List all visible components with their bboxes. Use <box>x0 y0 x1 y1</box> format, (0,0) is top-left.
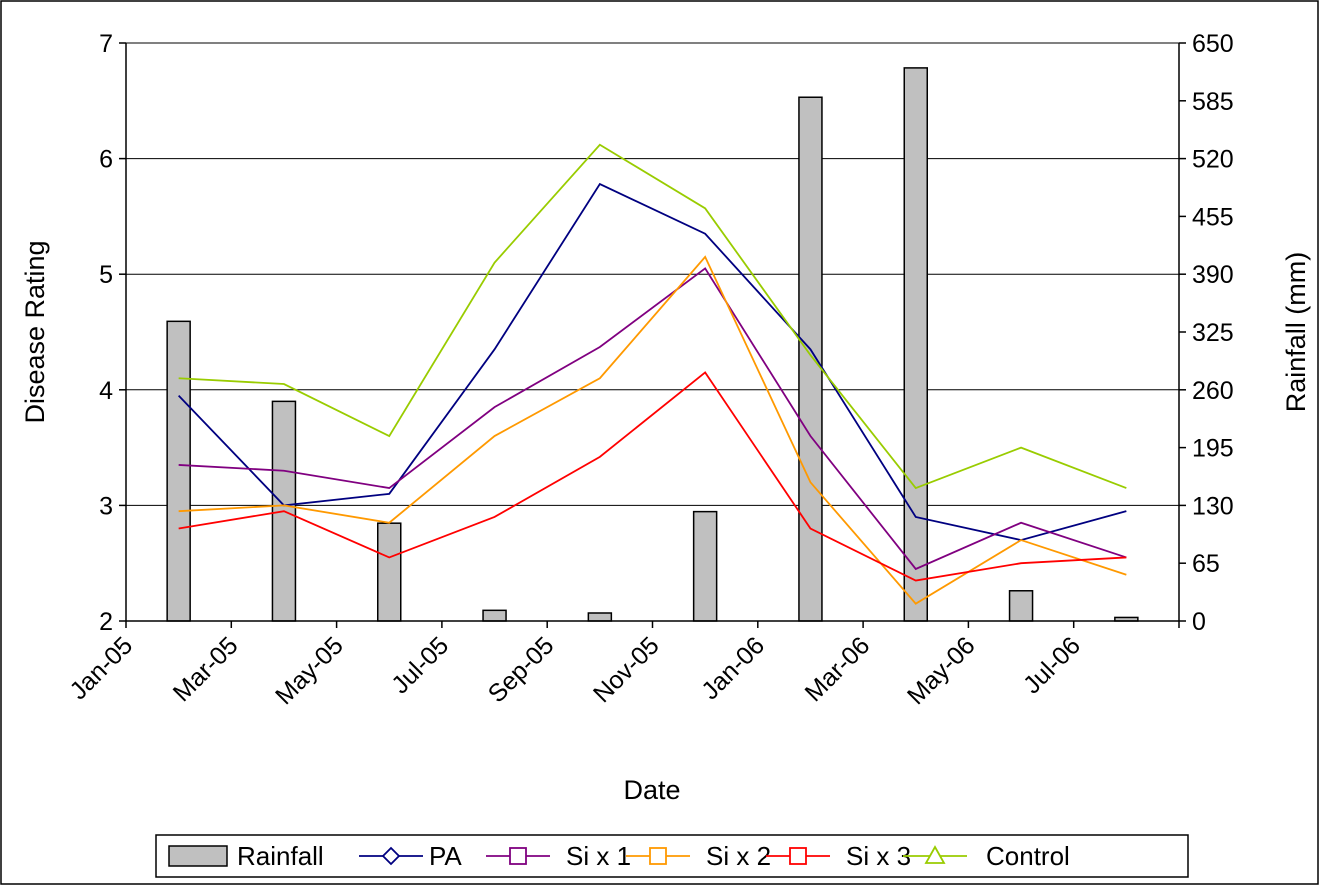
legend: Rainfall PA Si x 1 Si x 2 Si x 3 Control <box>155 834 1189 878</box>
y2-axis-title: Rainfall (mm) <box>1281 252 1311 413</box>
y2-tick-label: 455 <box>1192 203 1234 231</box>
series-line <box>178 143 1127 490</box>
y2-tick-label: 260 <box>1192 377 1234 405</box>
y-tick-label: 4 <box>99 377 113 405</box>
triangle-marker <box>924 845 946 864</box>
y2-tick-label: 130 <box>1192 492 1234 520</box>
square-marker <box>509 847 527 865</box>
series-line <box>178 267 1127 571</box>
legend-label: Rainfall <box>237 841 324 871</box>
square-marker <box>789 847 807 865</box>
y-tick-label: 7 <box>99 30 113 58</box>
legend-label: Control <box>986 841 1070 871</box>
y-tick-label: 5 <box>99 261 113 289</box>
diamond-marker <box>381 846 401 866</box>
rainfall-bar <box>903 67 928 622</box>
y-axis-title: Disease Rating <box>20 240 50 423</box>
y2-tick-label: 195 <box>1192 435 1234 463</box>
legend-label: Si x 2 <box>706 841 771 871</box>
y2-tick-label: 520 <box>1192 146 1234 174</box>
rainfall-bar <box>377 522 402 622</box>
y2-tick-label: 65 <box>1192 550 1220 578</box>
x-axis-title: Date <box>623 775 680 805</box>
series-line <box>178 371 1127 582</box>
y-tick-label: 3 <box>99 492 113 520</box>
rainfall-bar <box>587 612 613 622</box>
axes <box>119 42 1186 628</box>
y2-tick-label: 325 <box>1192 319 1234 347</box>
legend-label: Si x 1 <box>566 841 631 871</box>
rainfall-bar <box>166 320 191 622</box>
legend-label: Si x 3 <box>846 841 911 871</box>
square-marker <box>649 847 667 865</box>
rainfall-bar <box>692 510 718 622</box>
y-tick-label: 6 <box>99 146 113 174</box>
rainfall-bar <box>1008 590 1034 622</box>
legend-rainfall-swatch <box>168 845 228 867</box>
series-lines <box>178 143 1127 605</box>
legend-label: PA <box>429 841 462 871</box>
y2-tick-label: 650 <box>1192 30 1234 58</box>
rainfall-bar <box>798 96 823 622</box>
y-tick-label: 2 <box>99 608 113 636</box>
y2-tick-label: 585 <box>1192 88 1234 116</box>
y2-tick-label: 390 <box>1192 261 1234 289</box>
rainfall-bar <box>482 609 507 622</box>
series-line <box>178 182 1127 542</box>
y2-tick-label: 0 <box>1192 608 1206 636</box>
